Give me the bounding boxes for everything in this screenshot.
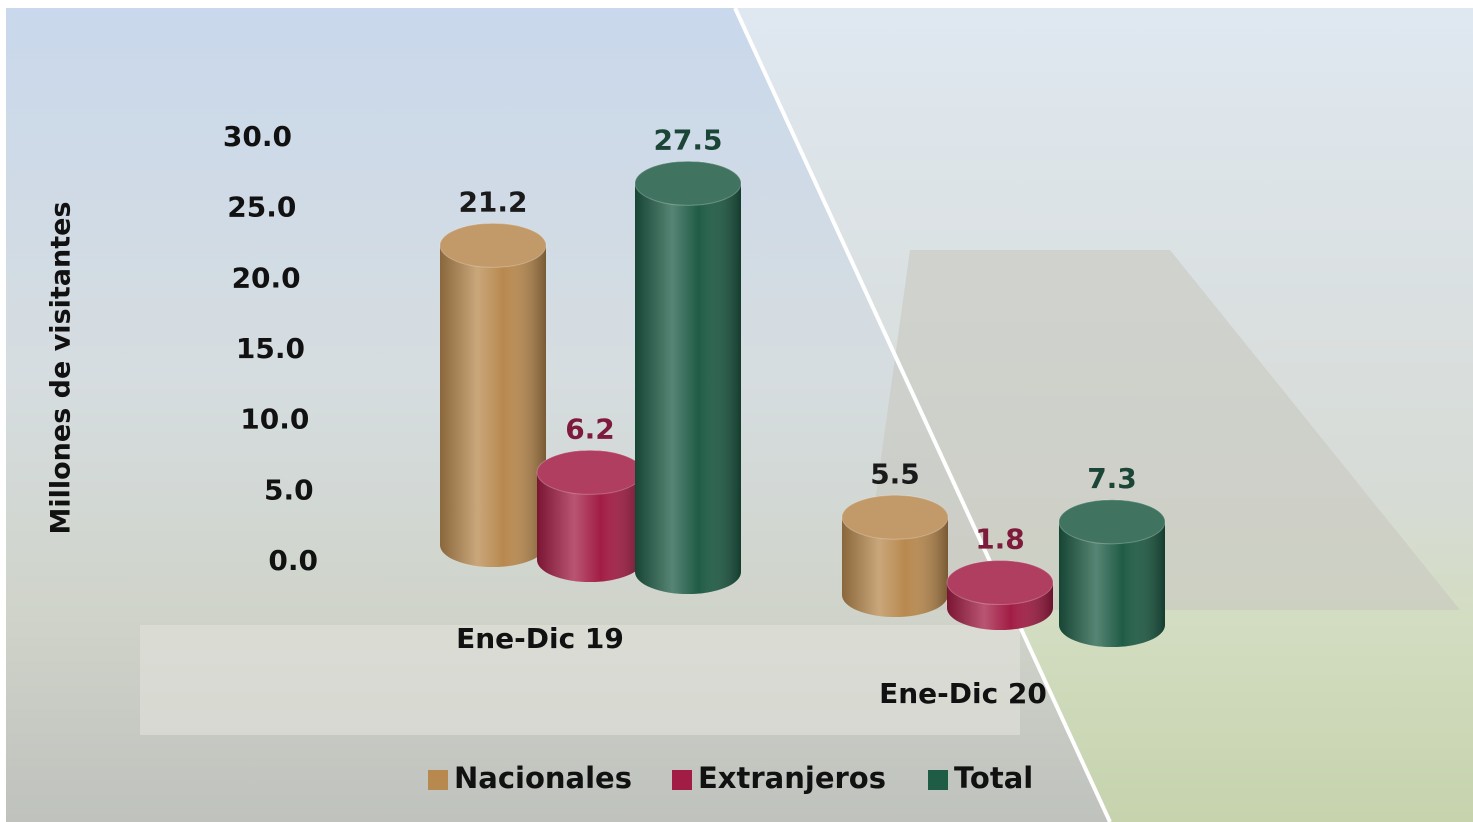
divider (733, 7, 1112, 822)
value-label: 1.8 (975, 523, 1025, 556)
pyramid (860, 250, 1460, 610)
legend-swatch (428, 770, 448, 790)
y-tick-label: 5.0 (264, 473, 314, 506)
bar-top-highlight (842, 495, 948, 540)
museum-sign (140, 625, 1020, 735)
legend-label: Extranjeros (698, 761, 886, 795)
bar-shade (440, 223, 546, 567)
value-label: 27.5 (653, 123, 722, 156)
y-tick-label: 10.0 (240, 403, 309, 436)
bar-top-highlight (537, 450, 643, 495)
value-label: 7.3 (1087, 462, 1137, 495)
bar-top-highlight (1059, 499, 1165, 544)
legend-swatch (672, 770, 692, 790)
y-axis-title: Millones de visitantes (46, 201, 77, 534)
value-label: 5.5 (870, 457, 920, 490)
bar-top (634, 160, 742, 206)
bar-top (439, 222, 547, 268)
legend-label: Total (954, 761, 1033, 795)
y-tick-label: 0.0 (268, 544, 318, 577)
bar-top-highlight (947, 560, 1053, 605)
bar-top-highlight (440, 223, 546, 268)
legend-label: Nacionales (454, 761, 632, 795)
value-label: 6.2 (565, 412, 615, 445)
bar-shade (635, 161, 741, 595)
y-tick-label: 30.0 (223, 120, 292, 153)
bar-top (841, 494, 949, 540)
y-tick-label: 15.0 (236, 332, 305, 365)
legend-swatch (928, 770, 948, 790)
bar-top-highlight (635, 161, 741, 206)
background-left (6, 8, 1110, 822)
y-tick-label: 25.0 (227, 191, 296, 224)
x-tick-label: Ene-Dic 20 (879, 677, 1047, 710)
x-tick-label: Ene-Dic 19 (456, 622, 624, 655)
value-label: 21.2 (458, 185, 527, 218)
bar-top (946, 560, 1054, 606)
bar-top (1058, 499, 1166, 545)
y-tick-label: 20.0 (232, 261, 301, 294)
